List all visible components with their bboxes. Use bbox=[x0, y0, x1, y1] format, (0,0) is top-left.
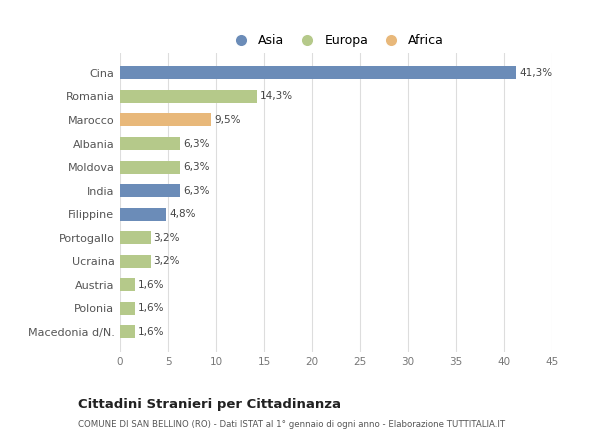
Text: 6,3%: 6,3% bbox=[184, 139, 210, 149]
Bar bbox=[120, 279, 136, 291]
Text: Cittadini Stranieri per Cittadinanza: Cittadini Stranieri per Cittadinanza bbox=[78, 398, 341, 411]
Bar bbox=[120, 326, 136, 338]
Bar bbox=[120, 208, 166, 220]
Bar bbox=[120, 231, 151, 244]
Text: 41,3%: 41,3% bbox=[520, 68, 553, 78]
Bar bbox=[120, 114, 211, 126]
Text: 9,5%: 9,5% bbox=[214, 115, 241, 125]
Text: 6,3%: 6,3% bbox=[184, 162, 210, 172]
Text: 1,6%: 1,6% bbox=[138, 327, 165, 337]
Text: 1,6%: 1,6% bbox=[138, 280, 165, 290]
Bar bbox=[120, 255, 151, 268]
Bar bbox=[120, 184, 181, 197]
Bar bbox=[120, 161, 181, 173]
Bar bbox=[120, 137, 181, 150]
Bar bbox=[120, 90, 257, 103]
Text: 3,2%: 3,2% bbox=[154, 233, 180, 243]
Text: 14,3%: 14,3% bbox=[260, 92, 293, 102]
Text: 6,3%: 6,3% bbox=[184, 186, 210, 196]
Legend: Asia, Europa, Africa: Asia, Europa, Africa bbox=[223, 29, 449, 52]
Bar bbox=[120, 66, 517, 79]
Bar bbox=[120, 302, 136, 315]
Text: 3,2%: 3,2% bbox=[154, 256, 180, 266]
Text: 4,8%: 4,8% bbox=[169, 209, 196, 219]
Text: 1,6%: 1,6% bbox=[138, 303, 165, 313]
Text: COMUNE DI SAN BELLINO (RO) - Dati ISTAT al 1° gennaio di ogni anno - Elaborazion: COMUNE DI SAN BELLINO (RO) - Dati ISTAT … bbox=[78, 420, 505, 429]
